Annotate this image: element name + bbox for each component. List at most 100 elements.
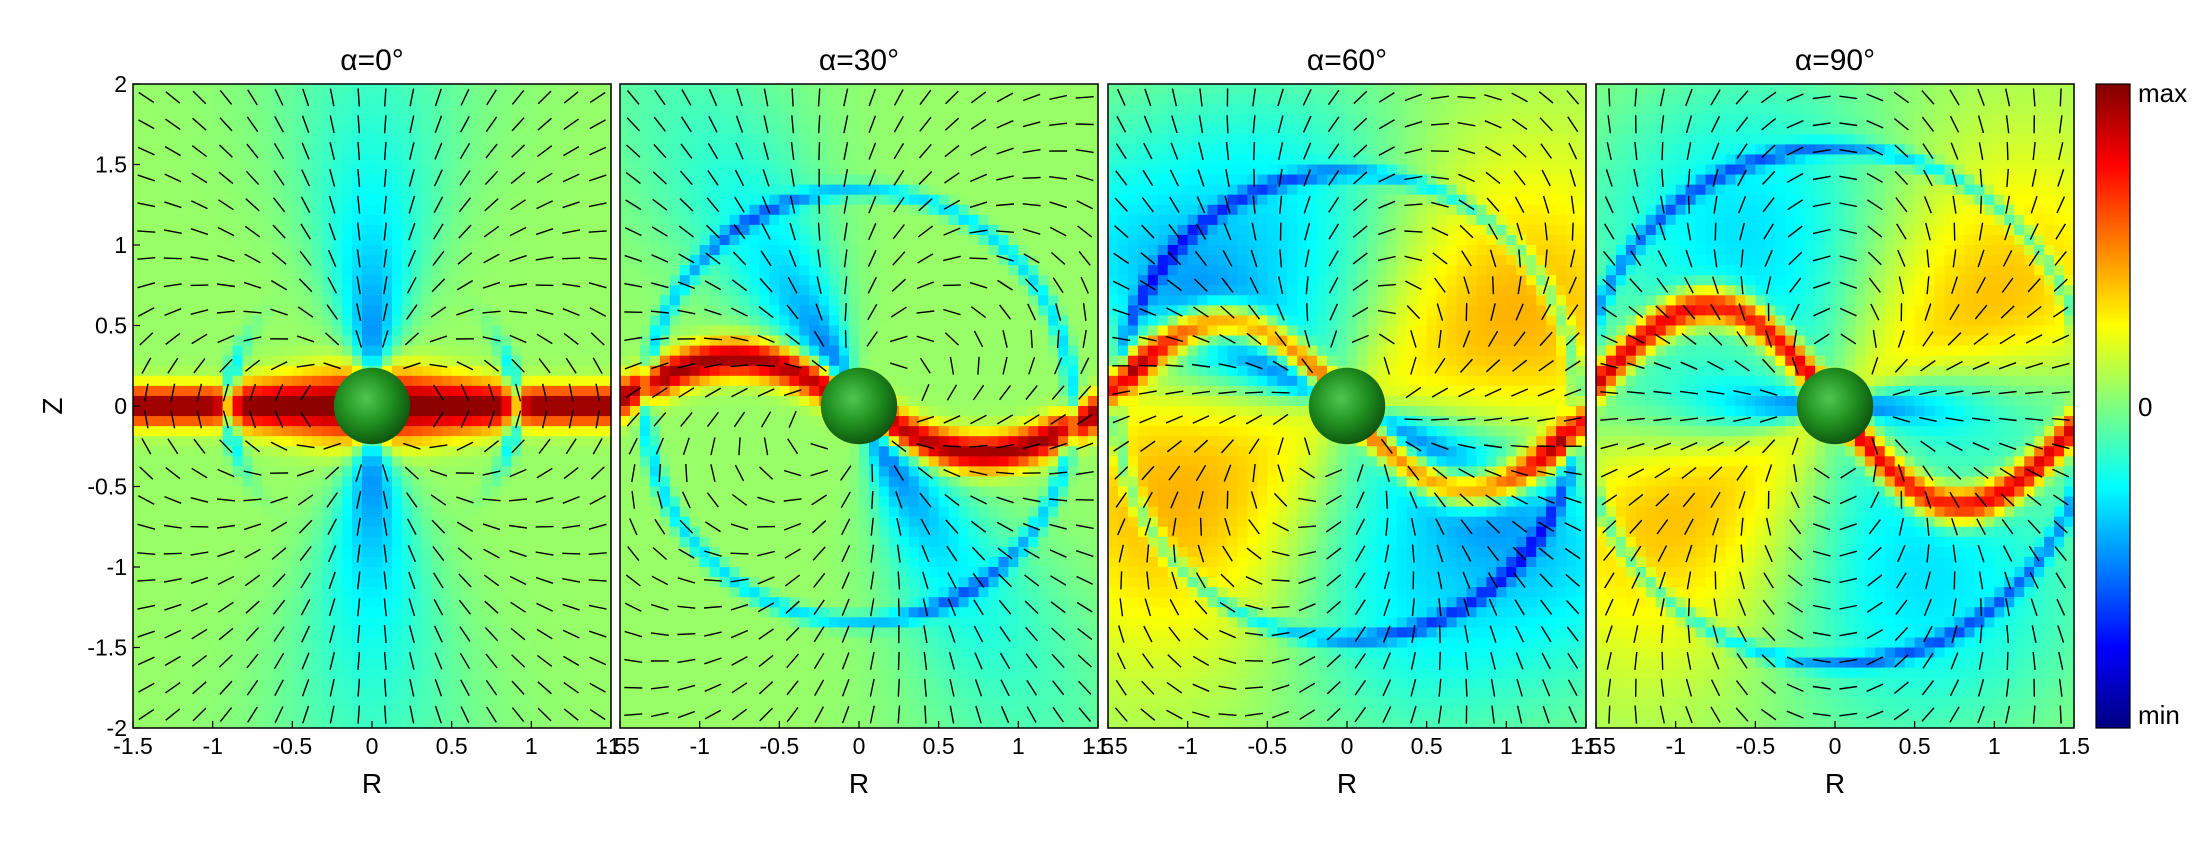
heatmap-cell xyxy=(571,355,582,367)
heatmap-cell xyxy=(461,657,473,669)
heatmap-cell xyxy=(441,305,453,317)
heatmap-cell xyxy=(431,345,443,357)
heatmap-cell xyxy=(689,375,701,387)
heatmap-cell xyxy=(709,687,721,699)
heatmap-cell xyxy=(332,637,343,649)
heatmap-cell xyxy=(699,687,711,699)
heatmap-cell xyxy=(689,516,701,528)
heatmap-cell xyxy=(152,637,164,649)
heatmap-cell xyxy=(799,426,810,437)
x-tick-label: -1.5 xyxy=(113,733,153,759)
heatmap-cell xyxy=(252,134,264,145)
heatmap-cell xyxy=(759,144,770,156)
heatmap-cell xyxy=(501,637,513,649)
heatmap-cell xyxy=(272,154,283,166)
heatmap-cell xyxy=(401,305,413,317)
heatmap-cell xyxy=(192,446,204,457)
heatmap-cell xyxy=(292,637,303,649)
heatmap-cell xyxy=(789,174,800,186)
heatmap-cell xyxy=(629,667,641,679)
heatmap-cell xyxy=(441,234,453,246)
heatmap-cell xyxy=(819,436,830,447)
heatmap-cell xyxy=(739,587,751,598)
heatmap-cell xyxy=(401,325,413,337)
heatmap-cell xyxy=(312,204,323,216)
heatmap-cell xyxy=(819,214,830,226)
heatmap-cell xyxy=(769,717,780,729)
heatmap-cell xyxy=(521,174,532,186)
heatmap-cell xyxy=(461,104,473,115)
heatmap-cell xyxy=(222,446,234,457)
heatmap-cell xyxy=(709,486,721,498)
heatmap-cell xyxy=(461,265,473,276)
heatmap-cell xyxy=(431,617,443,628)
heatmap-cell xyxy=(669,456,681,467)
heatmap-cell xyxy=(232,587,244,598)
heatmap-cell xyxy=(312,627,323,639)
heatmap-cell xyxy=(302,355,313,367)
heatmap-cell xyxy=(372,345,383,357)
heatmap-cell xyxy=(739,174,751,186)
heatmap-cell xyxy=(501,577,513,588)
heatmap-cell xyxy=(571,577,582,588)
heatmap-cell xyxy=(669,255,681,266)
heatmap-cell xyxy=(232,395,244,407)
field-arrow xyxy=(191,628,208,640)
heatmap-cell xyxy=(202,627,214,639)
heatmap-cell xyxy=(282,224,293,236)
heatmap-cell xyxy=(232,335,244,347)
heatmap-cell xyxy=(620,486,631,498)
heatmap-cell xyxy=(152,124,164,135)
heatmap-cell xyxy=(521,395,532,407)
heatmap-cell xyxy=(411,144,423,156)
heatmap-cell xyxy=(769,355,780,367)
heatmap-cell xyxy=(372,234,383,246)
heatmap-cell xyxy=(441,426,453,437)
heatmap-cell xyxy=(521,184,532,196)
heatmap-cell xyxy=(451,556,463,568)
heatmap-cell xyxy=(352,496,363,508)
heatmap-cell xyxy=(669,587,681,598)
heatmap-cell xyxy=(829,325,840,337)
heatmap-cell xyxy=(679,647,691,659)
heatmap-cell xyxy=(312,395,323,407)
heatmap-cell xyxy=(679,375,691,387)
heatmap-cell xyxy=(152,416,164,427)
heatmap-cell xyxy=(491,104,503,115)
heatmap-cell xyxy=(471,546,483,558)
heatmap-cell xyxy=(461,506,473,518)
heatmap-cell xyxy=(232,204,244,216)
heatmap-cell xyxy=(561,395,572,407)
heatmap-cell xyxy=(332,707,343,719)
heatmap-cell xyxy=(471,204,483,216)
heatmap-cell xyxy=(212,697,224,709)
heatmap-cell xyxy=(719,476,731,488)
heatmap-cell xyxy=(192,395,204,407)
heatmap-cell xyxy=(292,496,303,508)
heatmap-cell xyxy=(839,456,850,467)
heatmap-cell xyxy=(292,335,303,347)
heatmap-cell xyxy=(829,617,840,628)
field-arrow xyxy=(245,198,260,212)
heatmap-cell xyxy=(591,285,602,296)
heatmap-cell xyxy=(431,184,443,196)
heatmap-cell xyxy=(391,486,403,498)
heatmap-cell xyxy=(162,325,174,337)
heatmap-cell xyxy=(372,295,383,306)
heatmap-cell xyxy=(739,496,751,508)
heatmap-cell xyxy=(601,265,612,276)
heatmap-cell xyxy=(471,295,483,306)
heatmap-cell xyxy=(332,245,343,256)
heatmap-cell xyxy=(789,345,800,357)
heatmap-cell xyxy=(679,184,691,196)
heatmap-cell xyxy=(252,526,264,538)
heatmap-cell xyxy=(709,657,721,669)
field-arrow xyxy=(325,466,340,480)
field-arrow xyxy=(247,89,258,106)
field-arrow xyxy=(137,579,156,582)
heatmap-cell xyxy=(282,556,293,568)
heatmap-cell xyxy=(699,245,711,256)
heatmap-cell xyxy=(551,144,562,156)
heatmap-cell xyxy=(242,536,254,548)
heatmap-cell xyxy=(302,154,313,166)
